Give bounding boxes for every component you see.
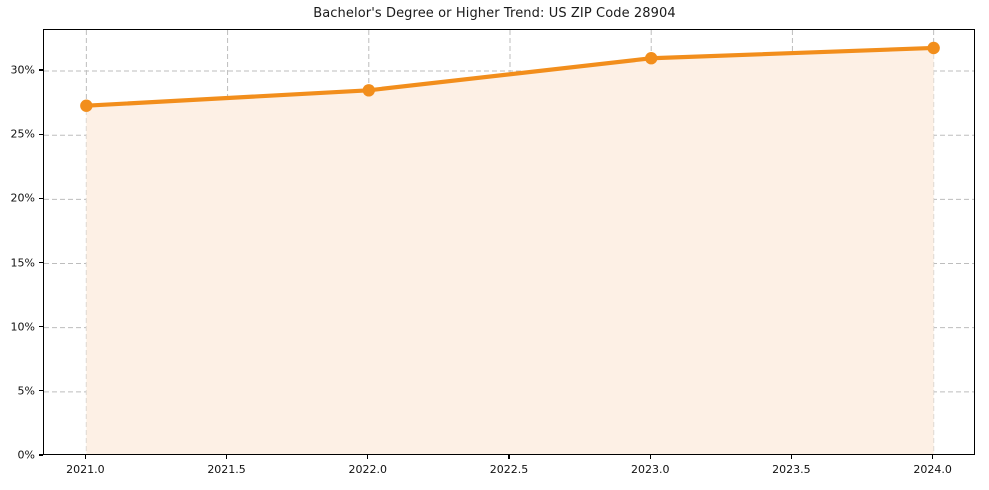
data-point-marker — [80, 99, 93, 112]
x-axis-tick-label: 2023.5 — [772, 463, 811, 476]
y-axis-tick-mark — [39, 69, 43, 71]
series-data-markers — [80, 41, 940, 112]
x-axis-tick-label: 2024.0 — [913, 463, 952, 476]
y-axis-tick-label: 25% — [10, 127, 35, 141]
y-axis-tick-label: 15% — [10, 256, 35, 270]
y-axis-tick-mark — [39, 261, 43, 264]
x-axis-tick-mark — [931, 455, 934, 459]
y-axis-tick-label: 30% — [10, 63, 35, 77]
y-axis-tick-mark — [39, 197, 43, 200]
y-axis-tick-label: 20% — [10, 191, 35, 205]
x-axis-tick-mark — [84, 455, 86, 459]
series-line-path — [84, 45, 936, 108]
x-axis-tick-mark — [508, 455, 510, 459]
x-axis-tick-label: 2021.0 — [66, 463, 105, 476]
x-axis-tick-mark — [225, 455, 228, 459]
x-axis-tick-label: 2022.5 — [489, 463, 529, 476]
x-axis-tick-mark — [790, 455, 793, 459]
y-axis-tick-label: 10% — [10, 320, 35, 334]
y-axis-tick-mark — [39, 326, 43, 328]
chart-title: Bachelor's Degree or Higher Trend: US ZI… — [313, 6, 676, 21]
data-point-marker — [927, 41, 940, 55]
x-axis-tick-label: 2021.5 — [207, 463, 246, 476]
x-axis-tick-label: 2022.0 — [348, 463, 388, 476]
plot-area — [43, 29, 975, 455]
y-axis-tick-mark — [39, 390, 43, 392]
chart-plot-svg — [44, 30, 974, 454]
y-axis-tick-label: 0% — [17, 448, 35, 462]
x-axis-tick-label: 2023.0 — [630, 463, 670, 476]
x-axis-tick-mark — [367, 455, 369, 459]
y-axis-tick-label: 5% — [17, 384, 35, 398]
y-axis-tick-mark — [39, 454, 43, 456]
x-axis-tick-mark — [649, 455, 651, 459]
data-point-marker — [645, 52, 658, 65]
data-point-marker — [362, 84, 375, 97]
y-axis-tick-mark — [39, 133, 43, 135]
area-fill-path — [86, 47, 934, 454]
